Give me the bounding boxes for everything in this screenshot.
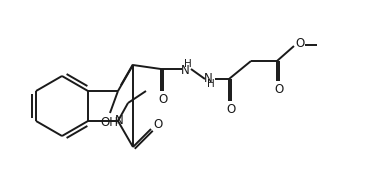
Text: O: O <box>153 118 163 132</box>
Text: O: O <box>226 103 236 116</box>
Text: H: H <box>184 59 192 69</box>
Text: N: N <box>203 71 212 84</box>
Text: N: N <box>114 113 123 127</box>
Text: O: O <box>274 83 283 95</box>
Text: O: O <box>295 36 305 50</box>
Text: H: H <box>207 79 215 89</box>
Text: OH: OH <box>100 116 118 128</box>
Text: O: O <box>158 93 168 106</box>
Text: N: N <box>181 64 189 77</box>
